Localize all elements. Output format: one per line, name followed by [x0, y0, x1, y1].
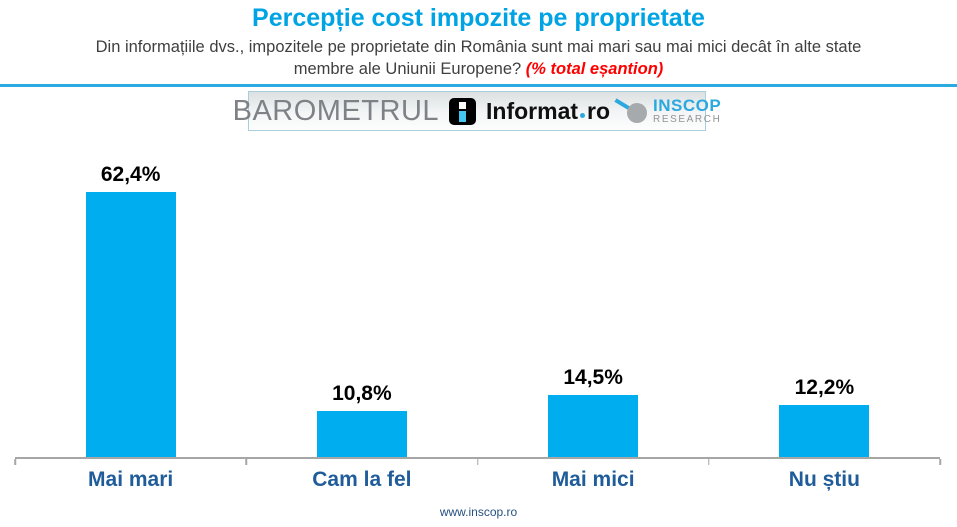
axis-tick	[708, 459, 710, 465]
bar-group: 62,4%	[15, 163, 246, 457]
page-title: Percepție cost impozite pe proprietate	[252, 4, 705, 32]
subtitle-line2: membre ale Uniunii Europene?	[293, 60, 522, 78]
plot-area: 62,4% 10,8% 14,5% 12,2%	[15, 160, 940, 457]
divider-line	[0, 84, 957, 87]
bar-group: 12,2%	[709, 376, 940, 457]
bar-2	[548, 395, 639, 457]
bar-value-label: 10,8%	[332, 382, 392, 406]
informat-logo-text: Informat ro	[486, 98, 610, 125]
sample-note: (% total eșantion)	[525, 60, 664, 78]
axis-tick	[476, 459, 479, 465]
footer: www.inscop.ro	[0, 505, 957, 519]
bar-group: 10,8%	[246, 382, 477, 457]
bar-value-label: 62,4%	[100, 162, 161, 186]
bar-3	[779, 405, 870, 457]
informat-i-stem	[459, 110, 467, 122]
barometrul-logo-text: BAROMETRUL	[232, 94, 440, 127]
inscop-compass-icon	[614, 97, 650, 125]
bar-0	[85, 191, 176, 457]
inscop-name: INSCOP	[653, 96, 722, 115]
axis-tick	[245, 459, 247, 465]
inscop-logo: INSCOP RESEARCH	[614, 97, 721, 125]
subtitle-line1: Din informațiile dvs., impozitele pe pro…	[95, 38, 862, 56]
informat-dot-icon	[580, 112, 586, 118]
category-label: Cam la fel	[312, 468, 412, 491]
bar-value-label: 12,2%	[794, 376, 855, 400]
informat-logo-icon	[449, 97, 477, 125]
bar-group: 14,5%	[478, 366, 709, 457]
logo-strip: BAROMETRUL Informat ro INSCOP RESEARCH	[233, 91, 721, 131]
informat-i-dot	[459, 101, 467, 109]
chart-header: Percepție cost impozite pe proprietate D…	[0, 0, 957, 80]
inscop-research-label: RESEARCH	[653, 114, 722, 125]
category-label: Mai mari	[88, 468, 174, 491]
bar-value-label: 14,5%	[563, 366, 623, 390]
category-label: Nu știu	[788, 468, 860, 491]
x-axis-line	[14, 457, 941, 465]
informat-tld: ro	[587, 97, 611, 124]
informat-name: Informat	[486, 97, 579, 124]
bar-1	[316, 411, 407, 457]
axis-tick	[14, 459, 16, 465]
bar-chart: 62,4% 10,8% 14,5% 12,2% Mai mari Cam la fel M…	[14, 160, 941, 492]
compass-circle	[627, 103, 648, 123]
category-label: Mai mici	[551, 468, 635, 491]
inscop-logo-text: INSCOP RESEARCH	[653, 97, 721, 125]
axis-tick	[939, 459, 941, 465]
chart-subtitle: Din informațiile dvs., impozitele pe pro…	[0, 36, 957, 80]
footer-url: www.inscop.ro	[439, 505, 518, 519]
category-axis: Mai mari Cam la fel Mai mici Nu știu	[15, 468, 940, 492]
